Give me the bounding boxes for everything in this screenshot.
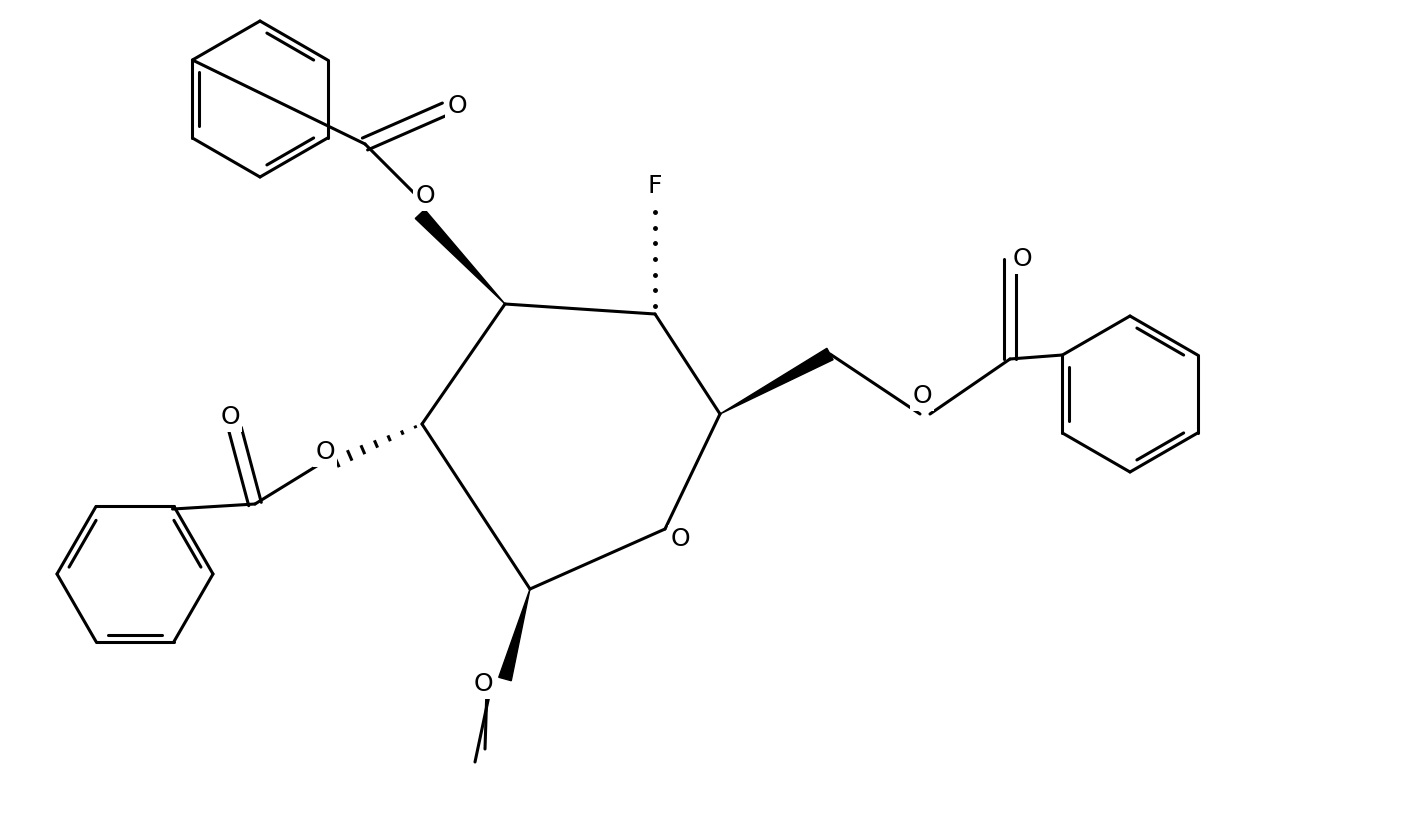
Text: O: O bbox=[316, 440, 334, 464]
Polygon shape bbox=[720, 349, 833, 414]
Polygon shape bbox=[416, 209, 506, 304]
Text: O: O bbox=[670, 527, 690, 551]
Text: O: O bbox=[447, 94, 467, 118]
Text: O: O bbox=[912, 384, 932, 408]
Text: F: F bbox=[648, 174, 663, 198]
Text: O: O bbox=[1012, 247, 1032, 271]
Text: O: O bbox=[416, 184, 434, 208]
Text: O: O bbox=[220, 405, 240, 429]
Text: O: O bbox=[473, 672, 493, 696]
Polygon shape bbox=[498, 589, 530, 681]
